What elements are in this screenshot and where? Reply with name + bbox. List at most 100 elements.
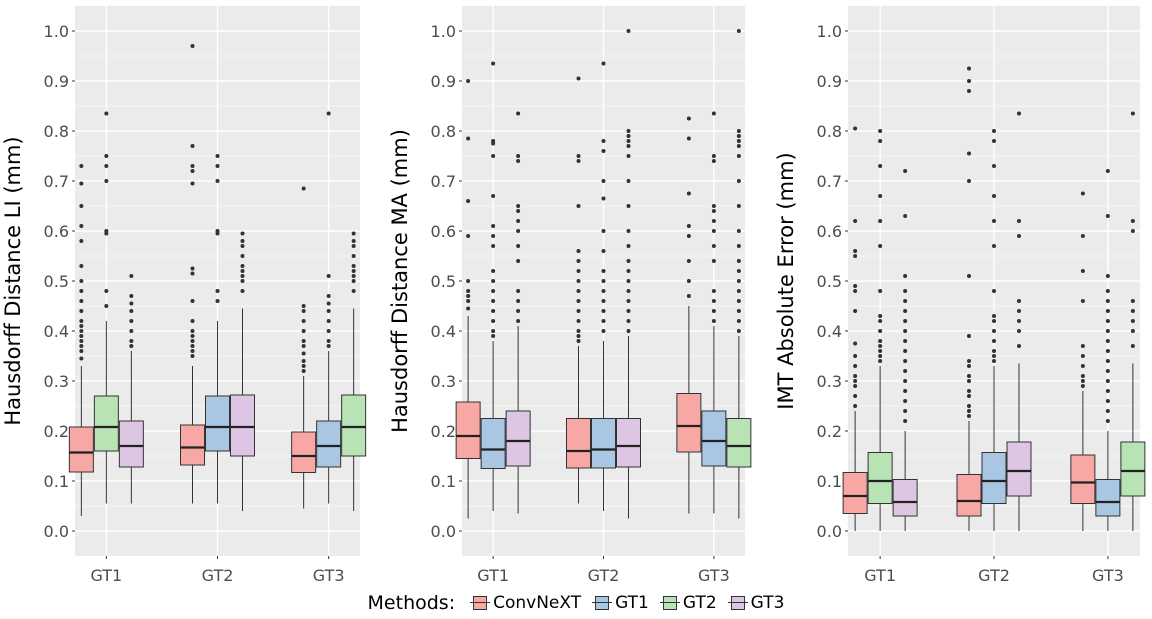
y-tick-label: 0.1 xyxy=(431,472,456,491)
box-gt3-gt1 xyxy=(701,111,727,514)
outlier-point xyxy=(466,289,471,293)
outlier-point xyxy=(853,364,858,368)
outlier-point xyxy=(878,129,883,133)
outlier-point xyxy=(736,179,741,183)
outlier-point xyxy=(626,279,631,283)
outlier-point xyxy=(240,231,245,236)
outlier-point xyxy=(878,344,883,348)
outlier-point xyxy=(79,349,84,353)
outlier-point xyxy=(736,244,741,248)
outlier-point xyxy=(736,144,741,148)
y-tick-label: 0.8 xyxy=(44,122,69,141)
outlier-point xyxy=(626,139,631,143)
outlier-point xyxy=(992,139,996,143)
outlier-point xyxy=(576,289,581,293)
box-gt2-gt3 xyxy=(616,29,641,519)
outlier-point xyxy=(601,299,606,303)
outlier-point xyxy=(711,244,716,248)
y-tick-label: 0.2 xyxy=(44,422,69,441)
outlier-point xyxy=(711,204,716,208)
outlier-point xyxy=(1105,169,1110,173)
outlier-point xyxy=(903,339,908,343)
box-gt2-convnext xyxy=(956,66,982,531)
outlier-point xyxy=(491,279,496,283)
outlier-point xyxy=(1105,339,1110,343)
y-tick-label: 0.7 xyxy=(431,172,456,191)
outlier-point xyxy=(853,374,858,378)
outlier-point xyxy=(878,314,883,318)
outlier-point xyxy=(686,234,691,238)
outlier-point xyxy=(79,329,84,333)
outlier-point xyxy=(878,354,883,358)
y-tick-label: 0.4 xyxy=(431,322,456,341)
outlier-point xyxy=(1130,329,1135,333)
outlier-point xyxy=(853,126,858,131)
outlier-point xyxy=(967,179,971,183)
outlier-point xyxy=(301,351,306,356)
legend-item-gt1: GT1 xyxy=(592,593,649,613)
outlier-point xyxy=(190,329,195,333)
outlier-point xyxy=(104,289,109,293)
box-body xyxy=(455,401,481,459)
box-body xyxy=(867,452,893,504)
outlier-point xyxy=(967,79,971,83)
outlier-point xyxy=(853,384,858,388)
outlier-point xyxy=(686,224,691,228)
outlier-point xyxy=(516,111,521,116)
box-body xyxy=(1070,454,1096,504)
outlier-point xyxy=(967,66,971,71)
legend-label-gt3: GT3 xyxy=(750,593,785,613)
y-tick-label: 0.2 xyxy=(431,422,456,441)
outlier-point xyxy=(878,359,883,363)
outlier-point xyxy=(79,356,84,361)
box-gt2-gt3 xyxy=(230,231,255,511)
outlier-point xyxy=(736,269,741,273)
outlier-point xyxy=(1080,364,1085,368)
outlier-point xyxy=(626,229,631,233)
outlier-point xyxy=(190,334,195,338)
outlier-point xyxy=(903,379,908,383)
outlier-point xyxy=(626,144,631,148)
box-body xyxy=(591,418,616,469)
outlier-point xyxy=(967,364,971,368)
outlier-point xyxy=(129,294,134,298)
outlier-point xyxy=(516,209,521,213)
outlier-point xyxy=(576,299,581,303)
outlier-point xyxy=(190,344,195,348)
outlier-point xyxy=(967,374,971,378)
outlier-point xyxy=(466,306,471,311)
outlier-point xyxy=(711,309,716,313)
outlier-point xyxy=(1080,191,1085,196)
y-tick-label: 0.5 xyxy=(44,272,69,291)
y-tick-label: 0.6 xyxy=(44,222,69,241)
outlier-point xyxy=(626,309,631,313)
outlier-point xyxy=(190,319,195,323)
outlier-point xyxy=(1080,234,1085,238)
outlier-point xyxy=(326,301,331,306)
outlier-point xyxy=(878,339,883,343)
outlier-point xyxy=(576,76,581,81)
y-tick-label: 0.1 xyxy=(44,472,69,491)
outlier-point xyxy=(1080,379,1085,383)
outlier-point xyxy=(626,154,631,158)
outlier-point xyxy=(466,294,471,298)
outlier-point xyxy=(1130,219,1135,223)
outlier-point xyxy=(301,364,306,368)
outlier-point xyxy=(967,89,971,93)
outlier-point xyxy=(576,309,581,313)
outlier-point xyxy=(853,379,858,383)
box-gt3-convnext xyxy=(291,186,317,509)
outlier-point xyxy=(992,319,996,323)
legend-item-gt3: GT3 xyxy=(727,593,785,613)
box-gt1-convnext xyxy=(455,79,481,519)
y-tick-label: 0.7 xyxy=(44,172,69,191)
outlier-point xyxy=(301,319,306,323)
outlier-point xyxy=(1017,319,1021,323)
outlier-point xyxy=(491,154,496,158)
outlier-point xyxy=(853,354,858,358)
outlier-point xyxy=(104,111,109,116)
outlier-point xyxy=(1080,384,1085,388)
outlier-point xyxy=(576,329,581,333)
box-gt1-gt3 xyxy=(118,274,144,504)
outlier-point xyxy=(903,369,908,373)
